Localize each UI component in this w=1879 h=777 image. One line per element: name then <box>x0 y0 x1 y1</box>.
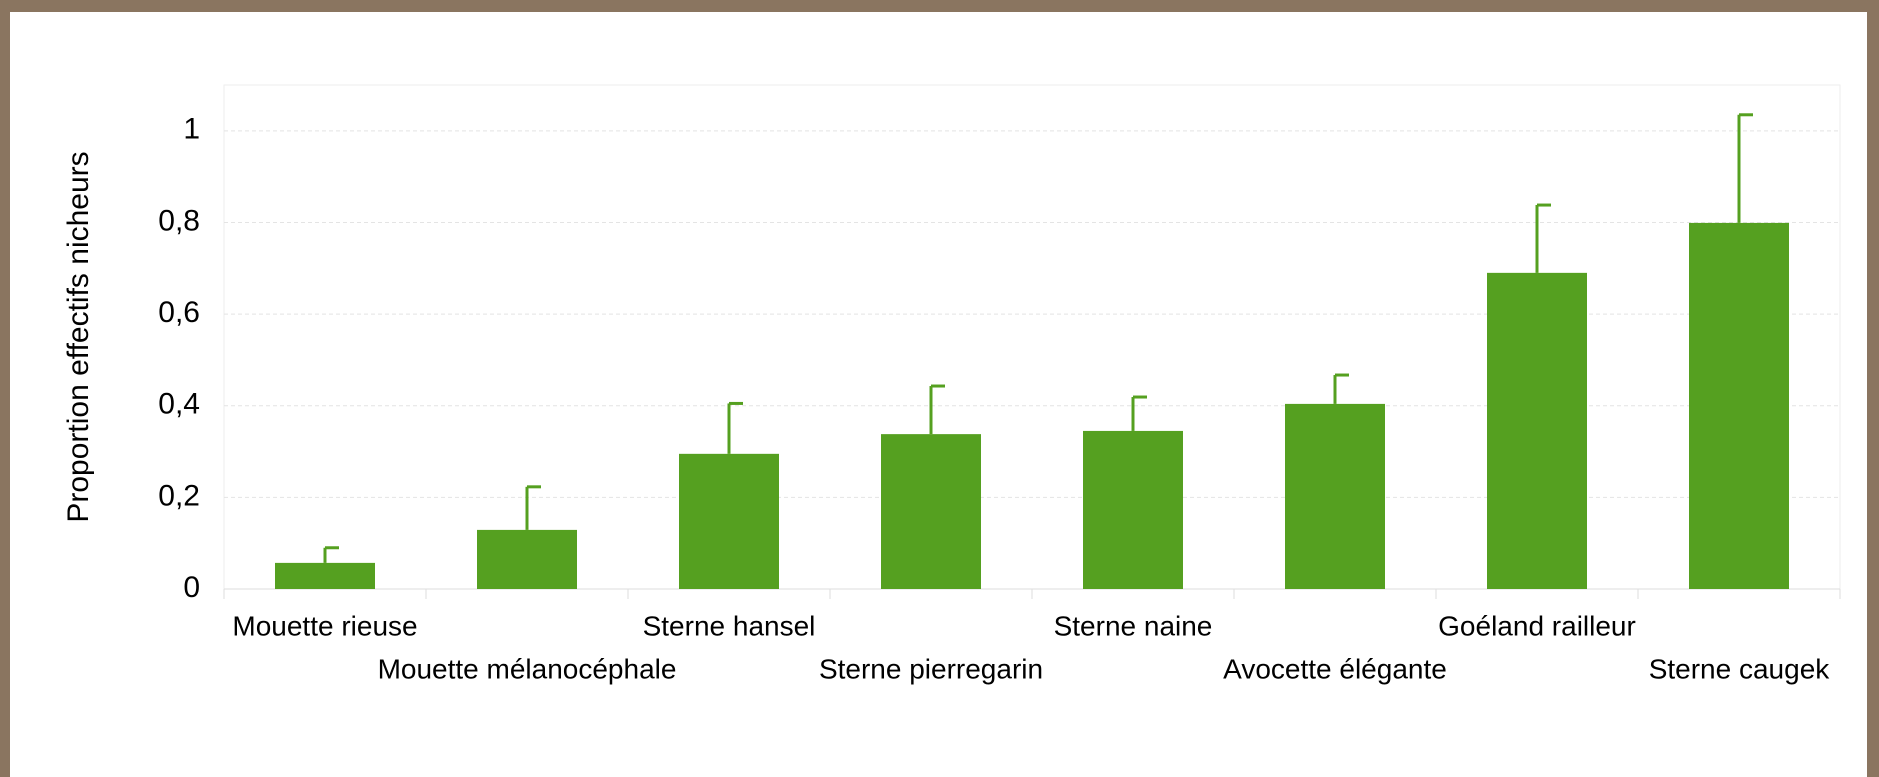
x-tick-label: Sterne hansel <box>643 610 816 641</box>
x-tick-label: Goéland railleur <box>1438 610 1636 641</box>
bar <box>1285 403 1385 589</box>
bar <box>275 562 375 589</box>
bar <box>1083 430 1183 589</box>
error-bar <box>1333 373 1349 404</box>
error-bar <box>323 546 339 563</box>
error-bar <box>1737 113 1753 223</box>
y-tick-label: 0,4 <box>158 388 200 421</box>
error-bar <box>525 485 541 530</box>
error-bar <box>929 384 945 435</box>
x-tick-label: Mouette mélanocéphale <box>378 653 677 684</box>
error-bar <box>1131 395 1147 431</box>
error-bar <box>1535 203 1551 273</box>
y-tick-label: 0,2 <box>158 479 200 512</box>
y-axis-label: Proportion effectifs nicheurs <box>62 151 95 522</box>
y-tick-label: 0,8 <box>158 204 200 237</box>
bar <box>477 529 577 589</box>
x-tick-label: Sterne naine <box>1054 610 1213 641</box>
x-tick-label: Avocette élégante <box>1223 653 1447 684</box>
y-tick-label: 0,6 <box>158 296 200 329</box>
bar <box>1689 222 1789 589</box>
bar <box>881 434 981 589</box>
x-tick-label: Sterne pierregarin <box>819 653 1043 684</box>
x-tick-label: Sterne caugek <box>1649 653 1831 684</box>
y-tick-label: 0 <box>183 571 200 604</box>
error-bar <box>727 401 743 454</box>
bar <box>679 453 779 589</box>
bar <box>1487 272 1587 589</box>
x-tick-label: Mouette rieuse <box>232 610 417 641</box>
y-tick-label: 1 <box>183 113 200 146</box>
